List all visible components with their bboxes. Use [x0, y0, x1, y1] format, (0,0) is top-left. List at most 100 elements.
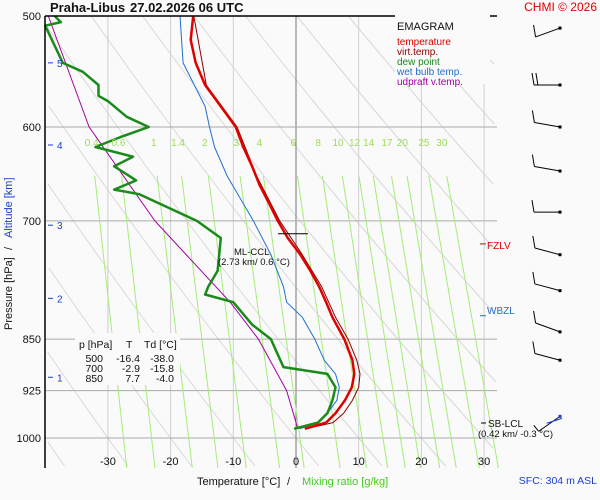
altitude-tick-label: 5	[57, 59, 63, 70]
wind-barb-station	[558, 26, 562, 30]
mixing-ratio-line	[321, 175, 368, 469]
wind-barb	[532, 341, 562, 362]
table-cell: 500	[85, 353, 103, 365]
mixing-ratio-label: 12	[349, 138, 361, 149]
mixing-ratio-label: 30	[436, 138, 448, 149]
mixing-ratio-label: 2	[202, 138, 208, 149]
table-header-td: Td [°C]	[144, 339, 177, 351]
dry-adiabat	[47, 27, 383, 467]
table-cell: 850	[85, 373, 103, 385]
series-wet-bulb-temp	[179, 15, 340, 430]
wind-barb-feather	[533, 424, 540, 432]
wind-barb-feather	[531, 72, 535, 86]
x-axis-label: Temperature [°C]	[197, 476, 280, 488]
wind-barb-staff	[534, 352, 561, 361]
legend-wet-bulb: wet bulb temp.	[396, 67, 462, 78]
wind-barb-feather	[535, 72, 539, 86]
ml-ccl-detail: (2.73 km/ 0.6 °C)	[218, 257, 290, 268]
mixing-ratio-line	[239, 175, 281, 469]
wind-barb	[531, 72, 562, 87]
wind-barb-feather	[532, 235, 536, 249]
legend-updraft: udpraft v.temp.	[397, 77, 463, 88]
mixing-ratio-line	[262, 175, 305, 469]
mixing-ratio-label: 14	[363, 138, 375, 149]
table-cell: 7.7	[125, 373, 140, 385]
dry-adiabat	[296, 15, 497, 251]
y-tick-label: 500	[23, 11, 41, 23]
dry-adiabat	[348, 15, 494, 185]
y-axis-separator: /	[3, 246, 15, 250]
mixing-ratio-line	[390, 175, 441, 469]
dry-adiabat	[48, 105, 319, 467]
datetime: 27.02.2026 06 UTC	[130, 0, 244, 15]
table-header-t: T	[126, 339, 133, 351]
x-tick-label: -10	[225, 456, 241, 468]
mixing-ratio-line	[341, 175, 389, 469]
y-tick-label: 700	[23, 216, 41, 228]
wind-barb-station	[558, 358, 562, 362]
wind-barb	[531, 110, 562, 129]
legend-dew-point: dew point	[397, 57, 440, 68]
wind-barb-staff	[534, 166, 561, 172]
mixing-ratio-label: 8	[315, 138, 321, 149]
mixing-ratio-line	[207, 175, 247, 469]
mixing-ratio-label: 3	[233, 138, 239, 149]
mixing-ratio-label: 0.6	[112, 138, 126, 149]
x-tick-label: -30	[100, 456, 116, 468]
mixing-ratio-label: 25	[418, 138, 430, 149]
dry-adiabat	[193, 15, 497, 383]
table-cell: -16.4	[116, 353, 140, 365]
mixing-ratio-line	[358, 175, 406, 469]
y-tick-label: 850	[23, 334, 41, 346]
mixing-ratio-line	[121, 175, 156, 469]
series-virt-temp	[193, 15, 361, 430]
legend-title: EMAGRAM	[397, 21, 454, 33]
mixing-ratio-label: 17	[381, 138, 393, 149]
wind-barb-surface	[546, 417, 563, 424]
dry-adiabat	[245, 15, 498, 317]
mixing-ratio-line	[372, 175, 421, 469]
ml-ccl-label: ML-CCL	[234, 247, 269, 258]
series-temperature	[189, 15, 356, 431]
x-axis-label-mixing: Mixing ratio [g/kg]	[302, 476, 388, 488]
wind-barb-staff	[534, 283, 561, 292]
mixing-ratio-line	[406, 175, 457, 469]
wind-barb-station	[558, 210, 562, 214]
wind-barb-staff	[534, 122, 561, 128]
dry-adiabat	[47, 183, 256, 467]
wind-barb-feather	[531, 200, 535, 213]
wind-barb-station	[558, 169, 562, 173]
table-header-p: p [hPa]	[79, 339, 112, 351]
wbzl-label: WBZL	[487, 306, 515, 317]
wind-barb	[531, 154, 562, 173]
fzlv-label: FZLV	[487, 241, 511, 252]
x-tick-label: 20	[415, 456, 427, 468]
wind-barb-station	[558, 330, 562, 334]
mixing-ratio-line	[181, 175, 219, 469]
wind-barb	[533, 310, 562, 334]
wind-barb	[532, 271, 562, 293]
dry-adiabat	[47, 351, 129, 467]
station-name: Praha-Libus	[50, 0, 125, 15]
y-tick-label: 600	[23, 122, 41, 134]
x-tick-label: -20	[163, 456, 179, 468]
mixing-ratio-label: 1.4	[171, 138, 185, 149]
wind-barb-feather	[531, 154, 535, 167]
x-axis-separator: /	[287, 476, 291, 488]
mixing-ratio-line	[156, 175, 193, 469]
mixing-ratio-label: 10	[332, 138, 344, 149]
altitude-tick-label: 2	[57, 294, 63, 305]
altitude-tick-label: 1	[57, 373, 63, 384]
table-cell: -15.8	[150, 363, 174, 375]
altitude-tick-label: 4	[57, 141, 63, 152]
table-cell: -4.0	[156, 373, 174, 385]
wind-barb-staff	[535, 27, 561, 38]
wind-barb-staff	[538, 415, 561, 432]
sb-lcl-detail: (0.42 km/ -0.3 °C)	[478, 429, 553, 440]
mixing-ratio-label: 4	[257, 138, 263, 149]
wind-barb-staff	[534, 247, 561, 256]
table-cell: 700	[85, 363, 103, 375]
wind-barb-feather	[533, 24, 537, 38]
wind-barb-station	[558, 83, 562, 87]
